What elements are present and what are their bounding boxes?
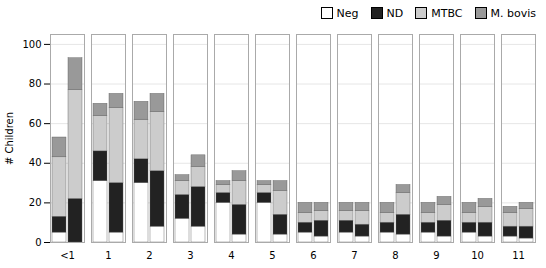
html-text:MTBC: MTBC xyxy=(431,6,463,20)
svg-text:3: 3 xyxy=(187,250,193,261)
html-text:Neg: Neg xyxy=(336,6,359,20)
svg-text:6: 6 xyxy=(310,250,316,261)
svg-text:9: 9 xyxy=(433,250,439,261)
html-text:ND: ND xyxy=(386,6,404,20)
svg-text:10: 10 xyxy=(471,250,484,261)
svg-text:11: 11 xyxy=(512,250,525,261)
svg-text:7: 7 xyxy=(351,250,357,261)
svg-text:1: 1 xyxy=(105,250,111,261)
svg-text:5: 5 xyxy=(269,250,275,261)
html-text:M. bovis: M. bovis xyxy=(490,6,536,20)
svg-text:60: 60 xyxy=(29,118,42,129)
svg-text:8: 8 xyxy=(392,250,398,261)
svg-text:20: 20 xyxy=(29,197,42,208)
svg-text:<1: <1 xyxy=(60,250,75,261)
svg-text:0: 0 xyxy=(35,237,41,248)
svg-text:100: 100 xyxy=(22,39,41,50)
svg-text:4: 4 xyxy=(228,250,234,261)
svg-text:80: 80 xyxy=(29,78,42,89)
svg-text:40: 40 xyxy=(29,157,42,168)
svg-text:2: 2 xyxy=(146,250,152,261)
svg-text:# Children: # Children xyxy=(4,112,15,165)
